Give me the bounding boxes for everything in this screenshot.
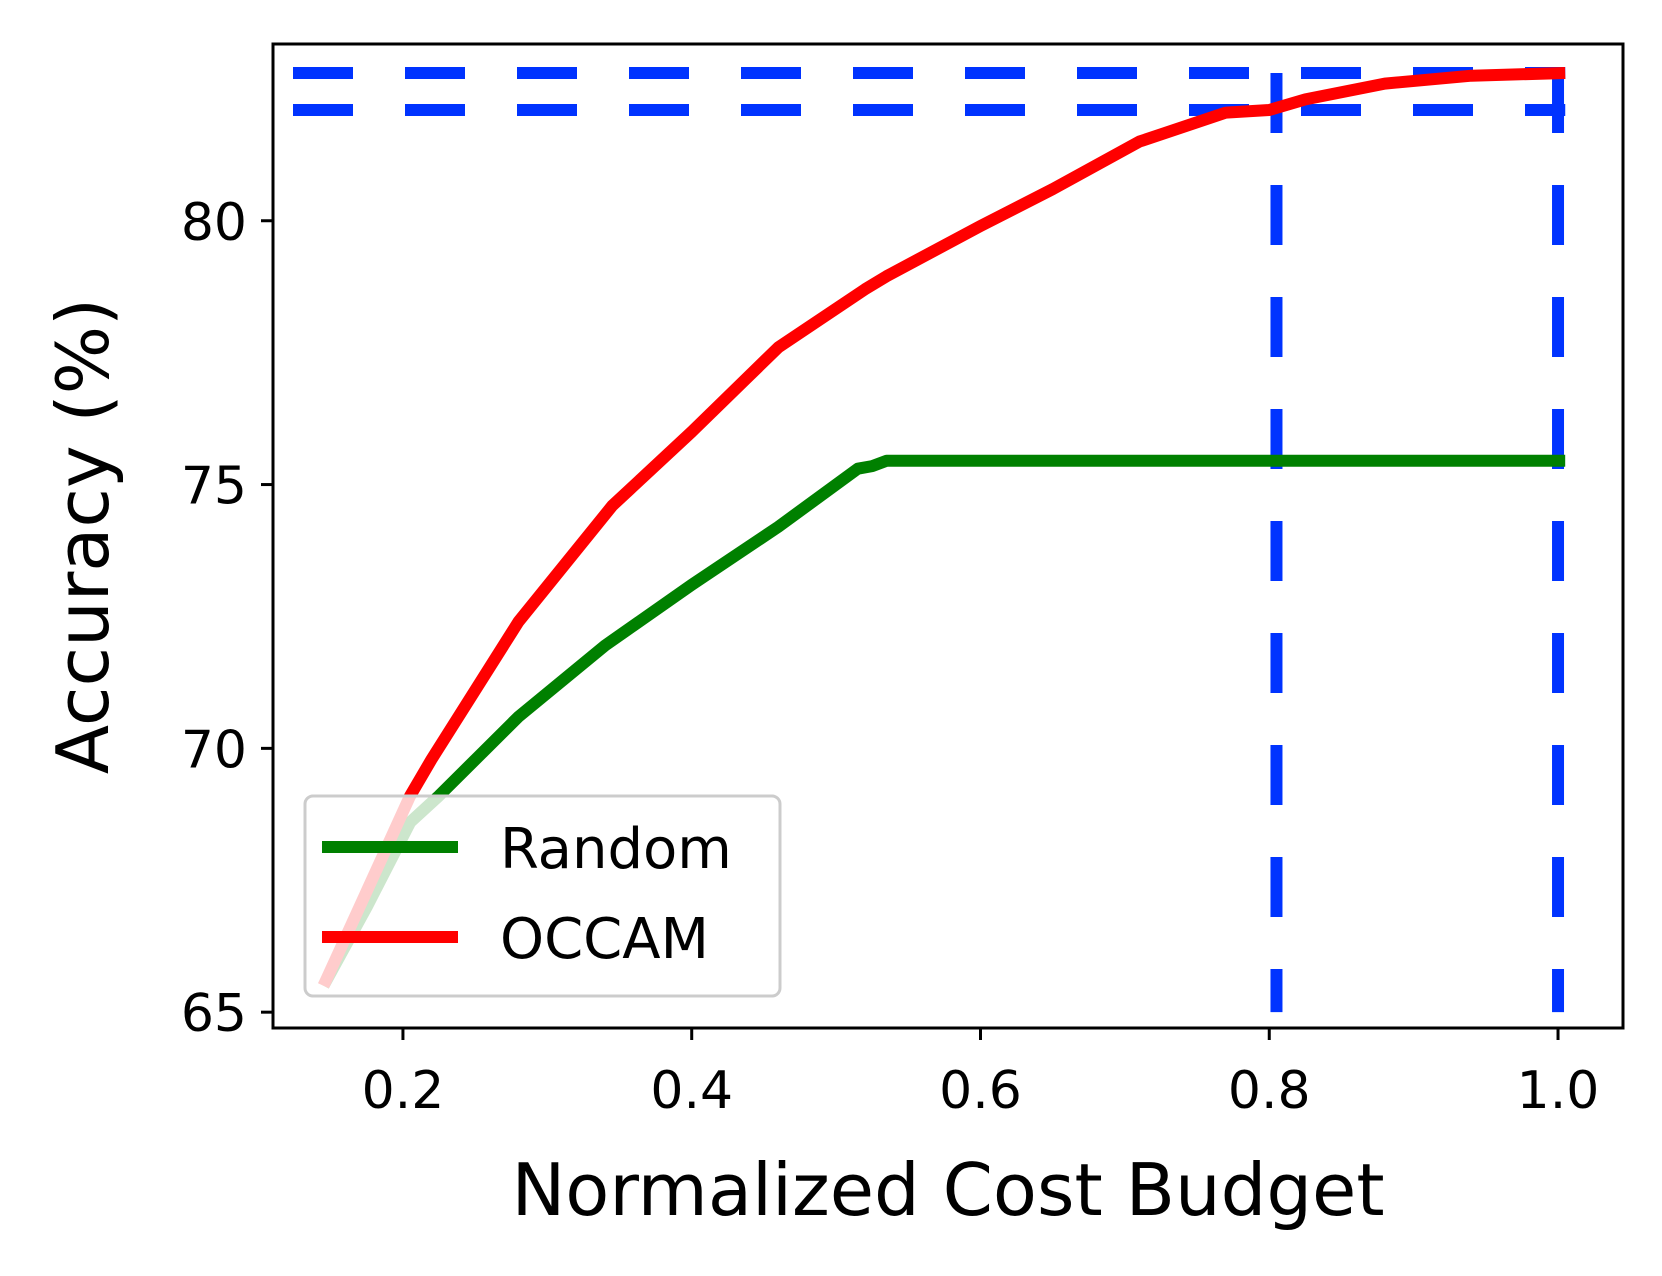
- series-line-occam: [318, 67, 1566, 989]
- y-tick-label: 65: [181, 984, 247, 1044]
- y-tick-label: 70: [181, 720, 247, 780]
- legend: Random OCCAM: [303, 794, 782, 998]
- x-axis-ticks: 0.2 0.4 0.6 0.8 1.0: [362, 1028, 1600, 1121]
- x-axis-label: Normalized Cost Budget: [511, 1148, 1384, 1232]
- x-tick-label: 0.8: [1228, 1061, 1311, 1121]
- y-tick-label: 80: [181, 193, 247, 253]
- x-tick-label: 1.0: [1517, 1061, 1600, 1121]
- legend-label-occam: OCCAM: [500, 907, 709, 972]
- x-tick-label: 0.4: [650, 1061, 733, 1121]
- y-tick-label: 75: [181, 457, 247, 517]
- axes-frame: [271, 42, 1625, 1030]
- legend-label-random: Random: [500, 817, 732, 882]
- x-tick-label: 0.6: [939, 1061, 1022, 1121]
- x-tick-label: 0.2: [362, 1061, 445, 1121]
- y-axis-label: Accuracy (%): [41, 298, 125, 774]
- y-axis-ticks: 65 70 75 80: [181, 193, 273, 1044]
- reference-lines: [293, 67, 1566, 1013]
